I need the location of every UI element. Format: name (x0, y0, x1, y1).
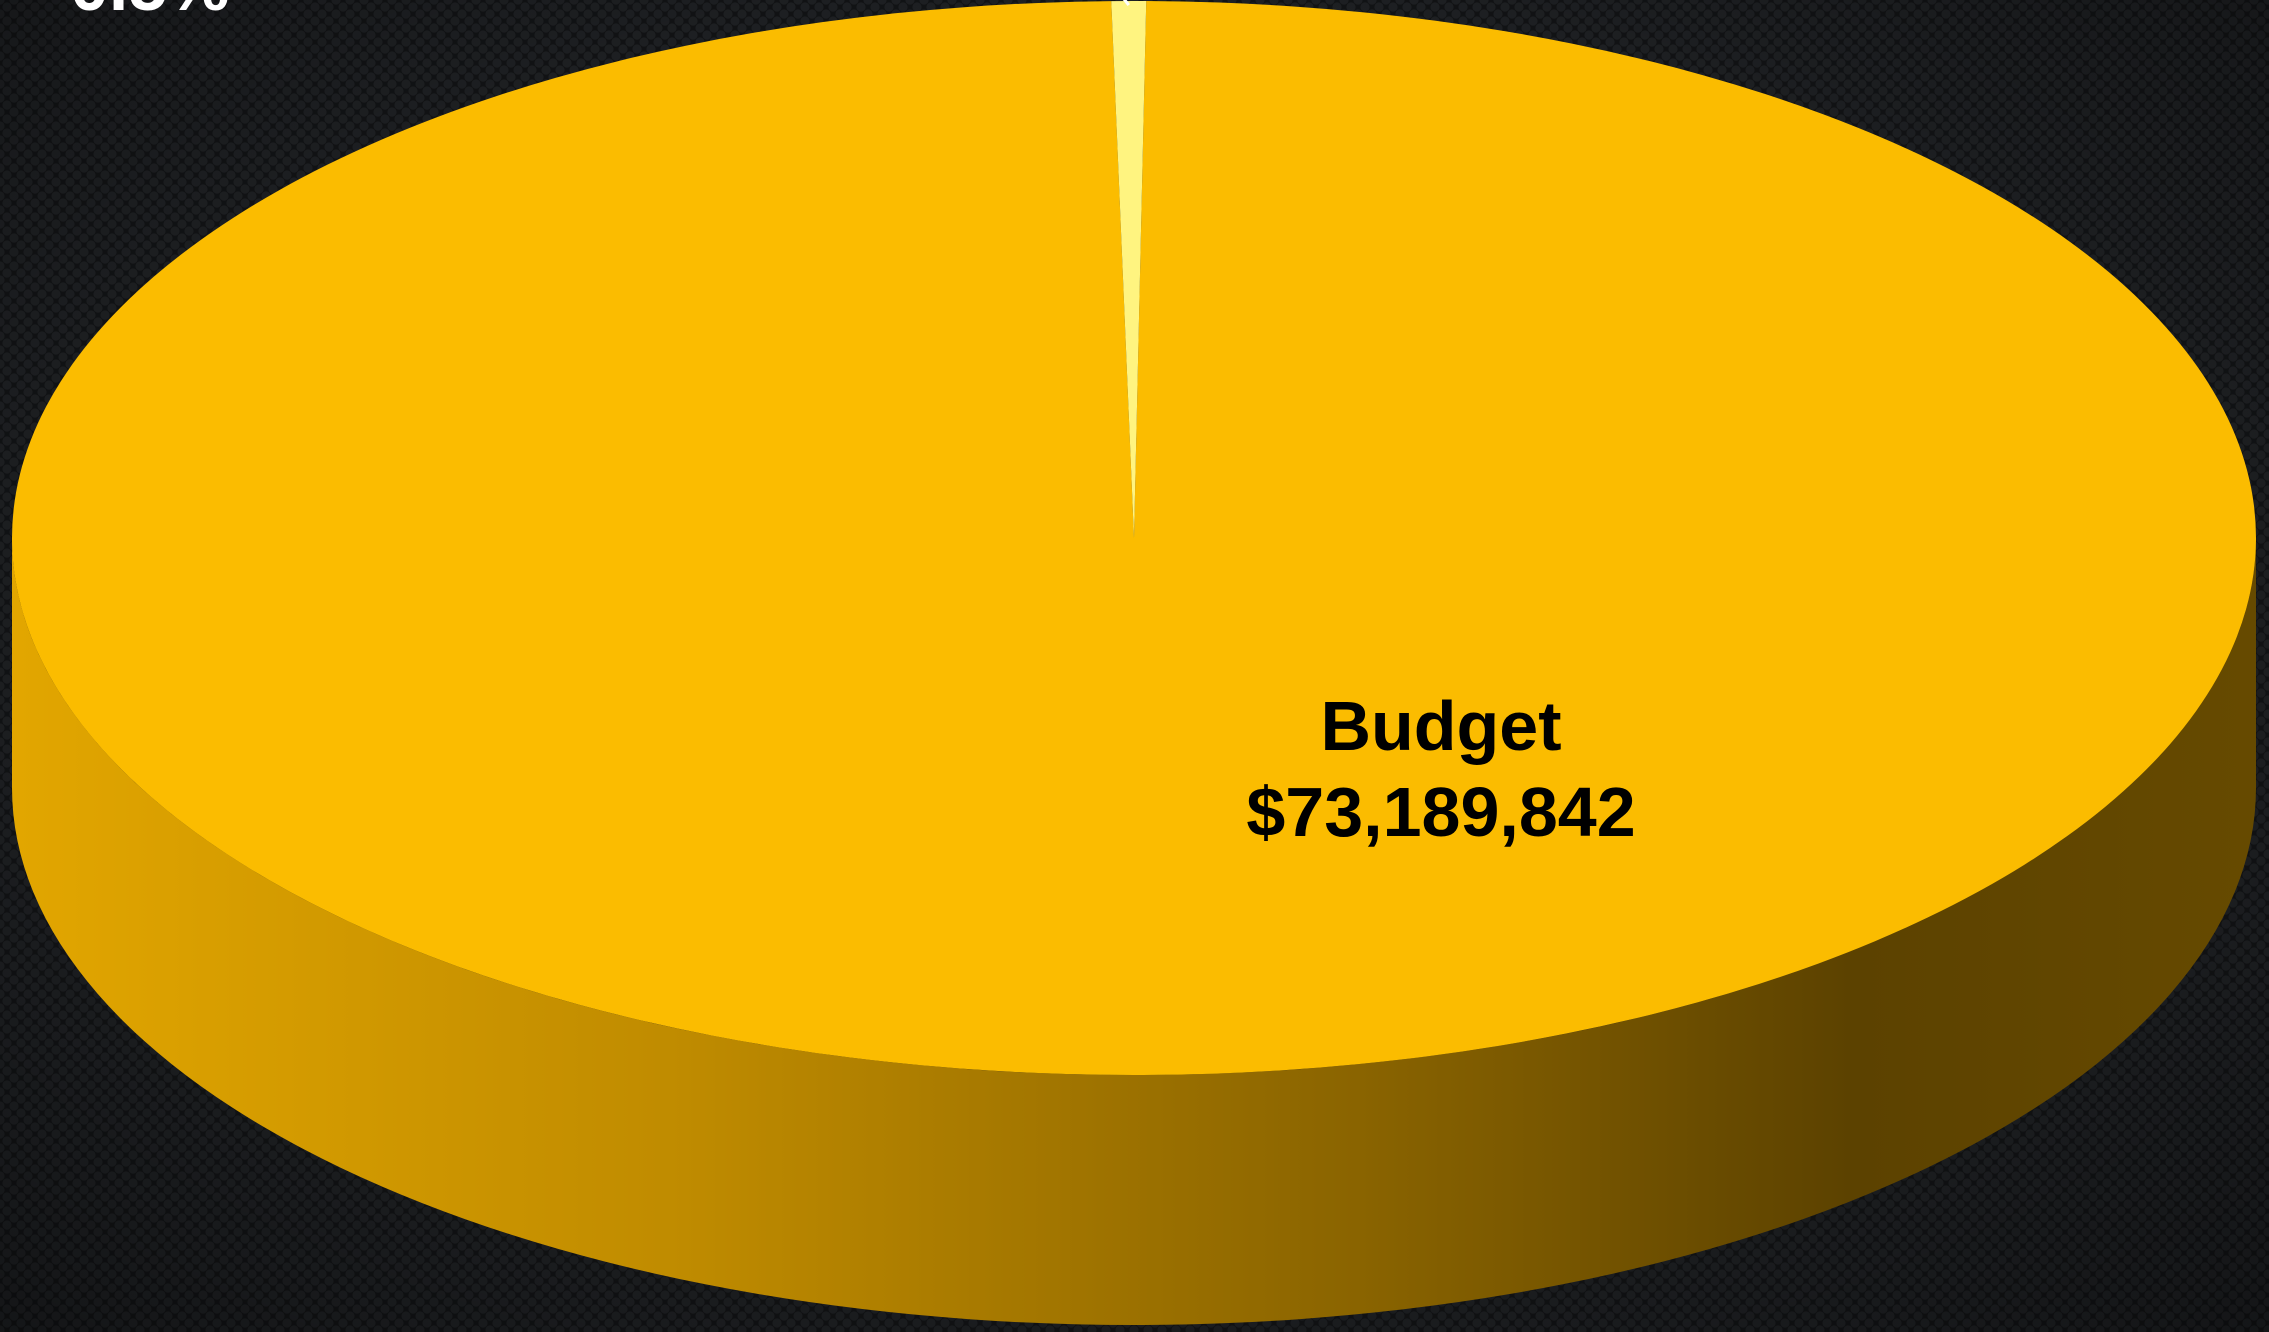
leader-line (1122, 0, 1130, 6)
pie-side-wall (12, 538, 2256, 1325)
pie-slice-budget (11, 1, 2256, 1076)
slice-label-value: $73,189,842 (1246, 773, 1635, 851)
slice-label-name: Budget (1320, 687, 1561, 765)
small-slice-label: 0.5% (70, 0, 230, 25)
pie-slice-small (1111, 1, 1147, 539)
